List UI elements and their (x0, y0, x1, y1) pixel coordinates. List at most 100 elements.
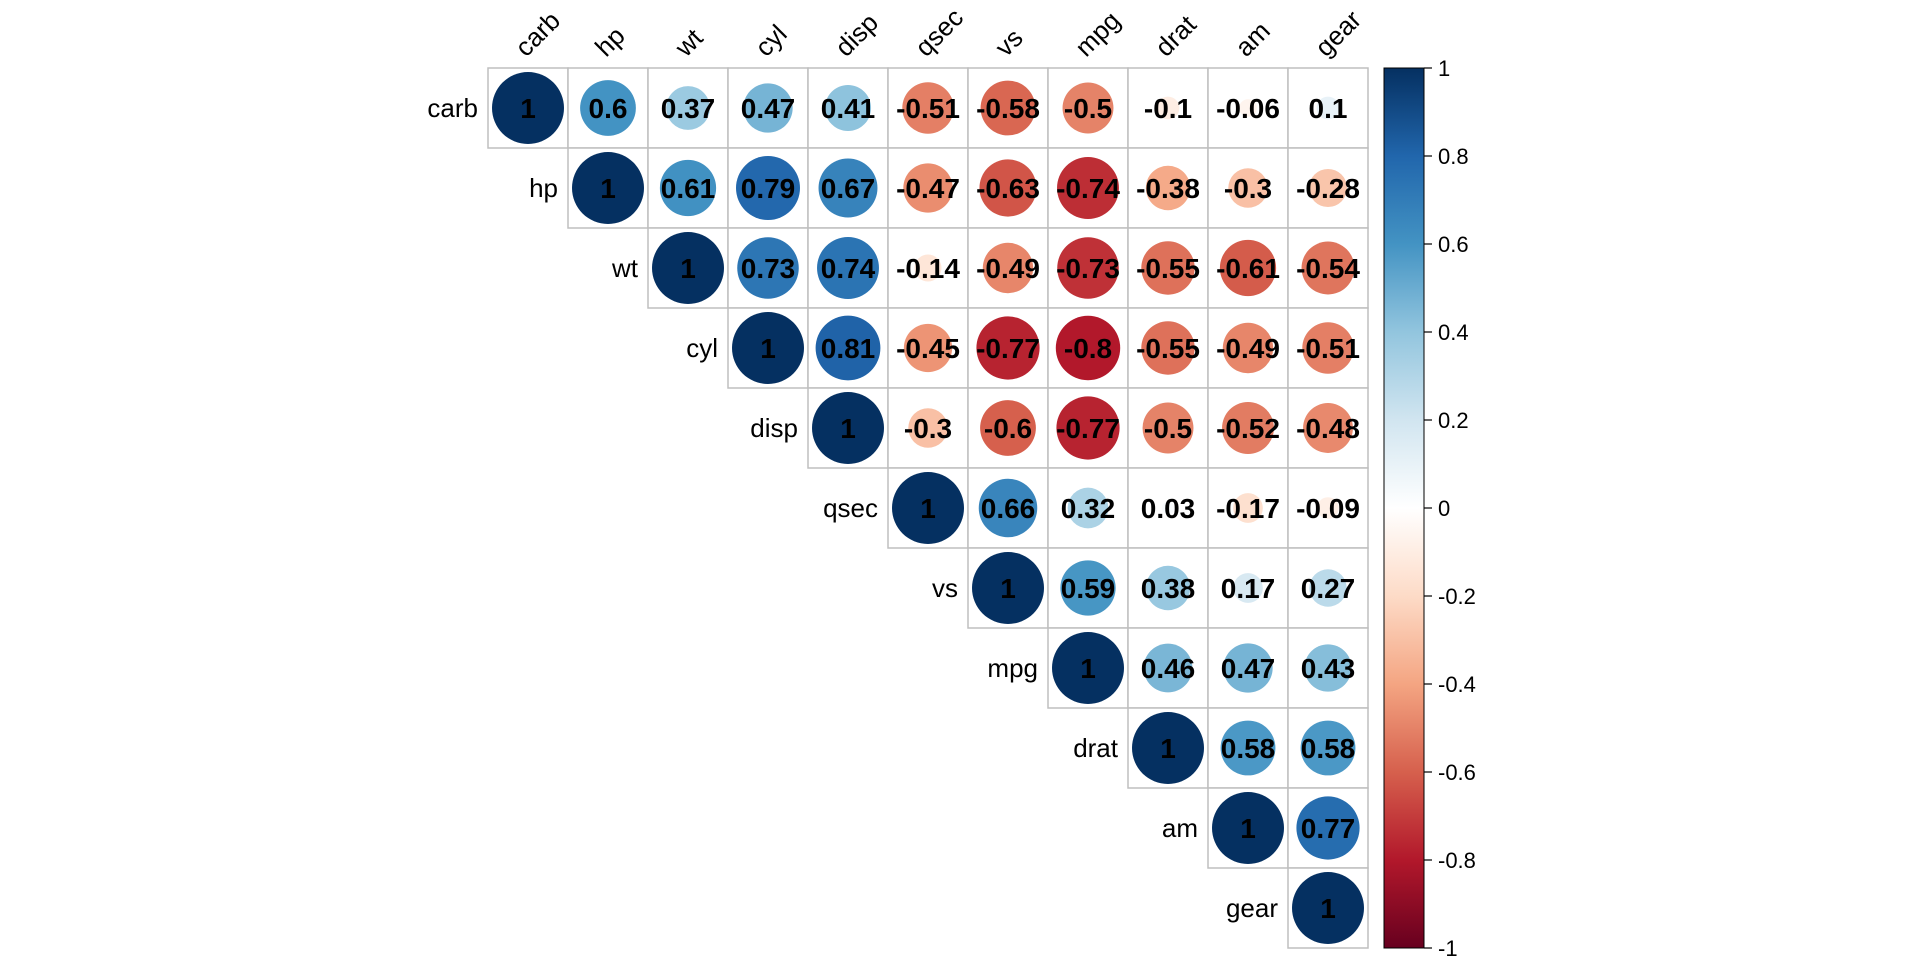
coefficient-label: -0.77 (976, 333, 1040, 364)
coefficient-label: -0.28 (1296, 173, 1360, 204)
correlation-circle (1309, 569, 1347, 607)
coefficient-label: -0.55 (1136, 253, 1200, 284)
correlation-circle (1052, 632, 1124, 704)
colorbar: 1 0.8 0.6 0.4 0.2 0 -0.2 -0.4 -0.6 -0.8 -1 (1383, 56, 1476, 960)
coefficient-label: 0.81 (821, 333, 876, 364)
column-label-am: am (1229, 15, 1276, 62)
coefficient-label: -0.06 (1216, 93, 1280, 124)
correlation-circle (1233, 573, 1263, 603)
correlation-circle (1308, 168, 1348, 208)
column-label-mpg: mpg (1069, 5, 1126, 62)
correlation-circle (1156, 96, 1180, 120)
coefficient-label: 0.79 (741, 173, 796, 204)
correlation-circle (737, 237, 799, 299)
column-label-qsec: qsec (909, 2, 969, 62)
coefficient-label: 0.41 (821, 93, 876, 124)
correlation-circle (982, 242, 1034, 294)
correlation-circle (1141, 321, 1195, 375)
coefficient-label: 1 (1320, 893, 1336, 924)
correlation-circle (914, 254, 942, 282)
correlation-circle (666, 86, 710, 130)
coefficient-label: -0.51 (1296, 333, 1360, 364)
correlation-circle (1300, 720, 1356, 776)
coefficient-label: 0.17 (1221, 573, 1276, 604)
coefficient-label: -0.61 (1216, 253, 1280, 284)
correlation-circle (1233, 493, 1263, 523)
coefficient-label: 0.61 (661, 173, 716, 204)
colorbar-tick-label: 0.6 (1438, 232, 1469, 257)
correlation-circle (1143, 643, 1193, 693)
grid-cell (887, 227, 969, 309)
correlation-circle (743, 83, 793, 133)
correlation-circle (908, 408, 948, 448)
column-label-wt: wt (668, 22, 709, 63)
column-label-disp: disp (829, 7, 884, 62)
correlation-circle (1062, 82, 1114, 134)
coefficient-label: -0.09 (1296, 493, 1360, 524)
correlation-circle (902, 82, 954, 134)
row-label-cyl: cyl (686, 333, 718, 363)
column-label-vs: vs (989, 23, 1029, 63)
correlation-circle (1222, 402, 1274, 454)
coefficient-label: -0.6 (984, 413, 1032, 444)
correlation-circle (1056, 396, 1120, 460)
coefficient-label: -0.1 (1144, 93, 1192, 124)
coefficient-label: -0.49 (976, 253, 1040, 284)
correlation-circle (1055, 315, 1121, 381)
coefficient-label: -0.5 (1144, 413, 1192, 444)
coefficient-label: -0.3 (1224, 173, 1272, 204)
colorbar-tick-label: -0.2 (1438, 584, 1476, 609)
coefficient-label: -0.38 (1136, 173, 1200, 204)
row-label-am: am (1162, 813, 1198, 843)
correlation-circle (1302, 322, 1354, 374)
colorbar-tick-label: -1 (1438, 936, 1458, 960)
colorbar-tick-label: 1 (1438, 56, 1450, 81)
coefficient-label: 1 (520, 93, 536, 124)
correlation-circle (903, 163, 953, 213)
coefficient-label: 0.6 (589, 93, 628, 124)
coefficient-label: 0.47 (1221, 653, 1276, 684)
coefficient-label: -0.3 (904, 413, 952, 444)
correlation-circle (736, 156, 800, 220)
correlation-circle (580, 80, 636, 136)
coefficient-label: 0.77 (1301, 813, 1356, 844)
correlation-circle (1317, 497, 1339, 519)
coefficient-label: 0.1 (1309, 93, 1348, 124)
correlation-circle (1057, 237, 1119, 299)
coefficient-label: 0.38 (1141, 573, 1196, 604)
correlation-circle (980, 400, 1036, 456)
coefficient-label: 0.58 (1221, 733, 1276, 764)
correlation-circle (817, 237, 879, 299)
coefficient-label: 1 (1160, 733, 1176, 764)
coefficient-label: 1 (920, 493, 936, 524)
coefficient-label: 0.59 (1061, 573, 1116, 604)
correlation-circle (1220, 720, 1276, 776)
correlation-circle (1132, 712, 1204, 784)
column-label-drat: drat (1149, 9, 1202, 62)
coefficient-label: 0.32 (1061, 493, 1116, 524)
coefficient-label: 0.27 (1301, 573, 1356, 604)
coefficient-label: -0.8 (1064, 333, 1112, 364)
correlation-circle (1161, 501, 1175, 515)
coefficient-label: 0.67 (821, 173, 876, 204)
coefficient-label: -0.51 (896, 93, 960, 124)
coefficient-label: -0.74 (1056, 173, 1120, 204)
correlation-circle (732, 312, 804, 384)
coefficient-label: -0.58 (976, 93, 1040, 124)
coefficient-label: 0.03 (1141, 493, 1196, 524)
correlation-circle (1141, 241, 1195, 295)
correlation-circle (976, 316, 1040, 380)
coefficient-label: 1 (1000, 573, 1016, 604)
coefficient-label: 0.43 (1301, 653, 1356, 684)
coefficient-label: 0.46 (1141, 653, 1196, 684)
column-label-cyl: cyl (749, 19, 793, 63)
coefficient-label: 0.47 (741, 93, 796, 124)
colorbar-ticks: 1 0.8 0.6 0.4 0.2 0 -0.2 -0.4 -0.6 -0.8 -1 (1424, 56, 1476, 960)
row-label-wt: wt (611, 253, 639, 283)
correlation-circle (1228, 168, 1268, 208)
colorbar-gradient (1383, 67, 1425, 949)
correlation-circle (1219, 239, 1277, 297)
correlation-circle (812, 392, 884, 464)
correlation-circle (1223, 643, 1273, 693)
